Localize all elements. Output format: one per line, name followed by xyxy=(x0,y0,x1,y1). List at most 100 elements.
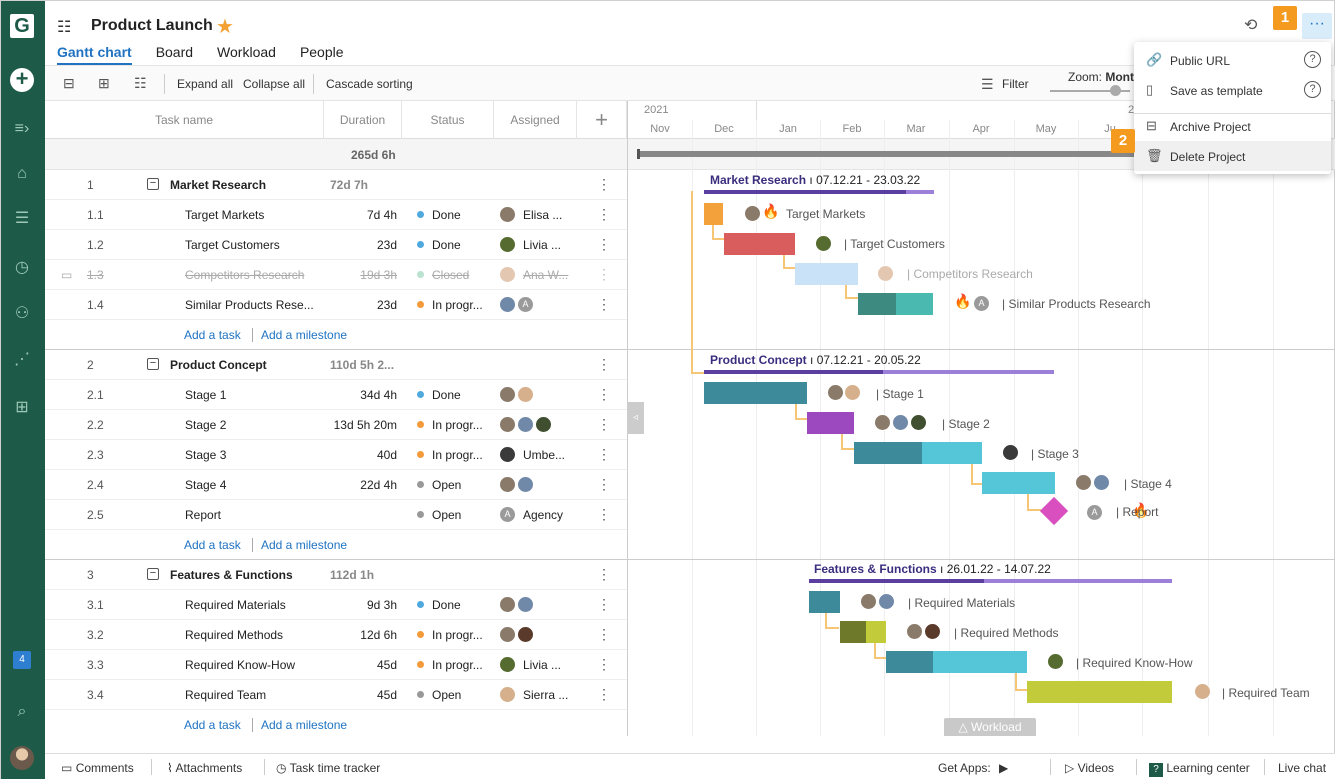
workload-panel-toggle[interactable]: △ Workload xyxy=(944,718,1036,736)
collapse-toggle-icon[interactable]: − xyxy=(147,568,159,580)
task-name[interactable]: Stage 4 xyxy=(185,478,227,492)
table-row[interactable]: 2.4 Stage 4 22d 4h Open ⋮ xyxy=(45,470,627,500)
table-row[interactable]: 3.3 Required Know-How 45d In progr... Li… xyxy=(45,650,627,680)
task-assignees[interactable] xyxy=(499,386,535,403)
task-duration[interactable]: 19d 3h xyxy=(360,268,397,282)
task-bar[interactable] xyxy=(933,651,1027,673)
task-assignees[interactable] xyxy=(499,476,535,493)
task-status[interactable]: Done xyxy=(417,238,461,252)
live-chat-button[interactable]: Live chat xyxy=(1278,761,1327,775)
task-status[interactable]: Closed xyxy=(417,268,469,282)
table-row[interactable]: ▭ 1.3 Competitors Research 19d 3h Closed… xyxy=(45,260,627,290)
expand-rail-icon[interactable]: ≡› xyxy=(14,120,30,137)
help-icon[interactable]: ? xyxy=(1304,51,1321,68)
task-duration[interactable]: 45d xyxy=(376,658,397,672)
group-row[interactable]: 2 − Product Concept 110d 5h 2... ⋮ xyxy=(45,350,627,380)
user-avatar[interactable] xyxy=(10,746,34,770)
tab-gantt-chart[interactable]: Gantt chart xyxy=(57,44,132,65)
task-name[interactable]: Target Markets xyxy=(185,208,265,222)
project-summary-bar[interactable] xyxy=(637,151,1177,157)
task-status[interactable]: Open xyxy=(417,508,461,522)
task-assignees[interactable]: A Agency xyxy=(499,506,575,523)
menu-item-save-template[interactable]: ▯ Save as template ? xyxy=(1134,75,1331,105)
task-status[interactable]: In progr... xyxy=(417,298,483,312)
help-icon[interactable]: ? xyxy=(1304,81,1321,98)
task-assignees[interactable] xyxy=(499,416,553,433)
grid-settings-icon[interactable]: ⊟ xyxy=(63,75,75,91)
table-row[interactable]: 1.1 Target Markets 7d 4h Done Elisa ... … xyxy=(45,200,627,230)
analytics-icon[interactable]: ⋰ xyxy=(14,351,30,368)
favorite-star-icon[interactable]: ★ xyxy=(216,16,234,38)
row-menu-icon[interactable]: ⋮ xyxy=(597,476,611,492)
task-bar[interactable] xyxy=(922,442,982,464)
row-menu-icon[interactable]: ⋮ xyxy=(597,596,611,612)
row-menu-icon[interactable]: ⋮ xyxy=(597,566,611,582)
table-row[interactable]: 2.1 Stage 1 34d 4h Done ⋮ xyxy=(45,380,627,410)
task-name[interactable]: Competitors Research xyxy=(185,268,305,282)
group-name[interactable]: Product Concept xyxy=(170,358,267,372)
filter-button[interactable]: Filter xyxy=(1002,77,1029,91)
collapse-grid-handle-icon[interactable]: ◃ xyxy=(627,402,644,434)
col-task-name[interactable]: Task name xyxy=(45,101,324,139)
collapse-toggle-icon[interactable]: − xyxy=(147,358,159,370)
table-row[interactable]: 3.1 Required Materials 9d 3h Done ⋮ xyxy=(45,590,627,620)
notifications-badge[interactable]: 4 xyxy=(13,651,31,669)
task-assignees[interactable]: Ana W... xyxy=(499,266,575,283)
home-icon[interactable]: ⌂ xyxy=(17,165,27,182)
task-status[interactable]: Done xyxy=(417,208,461,222)
tab-board[interactable]: Board xyxy=(155,44,194,60)
group-progress-bar[interactable] xyxy=(704,190,934,194)
people-icon[interactable]: ⚇ xyxy=(14,305,30,322)
group-name[interactable]: Market Research xyxy=(170,178,267,192)
task-bar[interactable] xyxy=(982,472,1055,494)
add-milestone-link[interactable]: Add a milestone xyxy=(261,538,348,552)
task-status[interactable]: Done xyxy=(417,388,461,402)
task-duration[interactable]: 13d 5h 20m xyxy=(333,418,397,432)
task-bar[interactable] xyxy=(724,233,795,255)
row-menu-icon[interactable]: ⋮ xyxy=(597,446,611,462)
task-duration[interactable]: 9d 3h xyxy=(366,598,397,612)
task-assignees[interactable] xyxy=(499,626,535,643)
expand-all-button[interactable]: Expand all xyxy=(177,77,234,91)
task-bar[interactable] xyxy=(866,621,886,643)
group-name[interactable]: Features & Functions xyxy=(170,568,293,582)
table-row[interactable]: 2.3 Stage 3 40d In progr... Umbe... ⋮ xyxy=(45,440,627,470)
group-row[interactable]: 1 − Market Research 72d 7h ⋮ xyxy=(45,170,627,200)
task-assignees[interactable]: Sierra ... xyxy=(499,686,575,703)
menu-item-public-url[interactable]: 🔗 Public URL ? xyxy=(1134,45,1331,75)
add-milestone-link[interactable]: Add a milestone xyxy=(261,328,348,342)
task-name[interactable]: Required Team xyxy=(185,688,267,702)
task-bar-progress[interactable] xyxy=(886,651,933,673)
videos-button[interactable]: ▷ Videos xyxy=(1065,761,1114,775)
comment-icon[interactable]: ▭ xyxy=(61,268,73,282)
table-row[interactable]: 3.2 Required Methods 12d 6h In progr... … xyxy=(45,620,627,650)
task-bar[interactable] xyxy=(795,263,858,285)
milestone-diamond[interactable] xyxy=(1039,496,1069,526)
attachments-button[interactable]: ⌇ Attachments xyxy=(167,761,242,775)
col-assigned[interactable]: Assigned xyxy=(494,101,577,139)
row-menu-icon[interactable]: ⋮ xyxy=(597,416,611,432)
table-row[interactable]: 1.4 Similar Products Rese... 23d In prog… xyxy=(45,290,627,320)
task-status[interactable]: Open xyxy=(417,478,461,492)
task-assignees[interactable]: Livia ... xyxy=(499,236,575,253)
row-menu-icon[interactable]: ⋮ xyxy=(597,356,611,372)
task-name[interactable]: Target Customers xyxy=(185,238,280,252)
tab-people[interactable]: People xyxy=(299,44,344,60)
comments-button[interactable]: ▭ Comments xyxy=(61,761,134,775)
time-tracker-button[interactable]: ◷ Task time tracker xyxy=(276,761,380,775)
row-menu-icon[interactable]: ⋮ xyxy=(597,386,611,402)
task-duration[interactable]: 7d 4h xyxy=(366,208,397,222)
task-duration[interactable]: 22d 4h xyxy=(360,478,397,492)
tab-workload[interactable]: Workload xyxy=(217,44,276,60)
task-status[interactable]: In progr... xyxy=(417,418,483,432)
add-task-link[interactable]: Add a task xyxy=(184,718,241,732)
learning-center-button[interactable]: ? Learning center xyxy=(1149,761,1250,777)
apps-grid-icon[interactable]: ⊞ xyxy=(15,399,29,416)
task-bar-progress[interactable] xyxy=(858,293,896,315)
table-row[interactable]: 2.2 Stage 2 13d 5h 20m In progr... ⋮ xyxy=(45,410,627,440)
columns-icon[interactable]: ⊞ xyxy=(98,75,110,91)
task-name[interactable]: Stage 1 xyxy=(185,388,227,402)
task-bar[interactable] xyxy=(809,591,840,613)
col-duration[interactable]: Duration xyxy=(324,101,402,139)
task-name[interactable]: Required Know-How xyxy=(185,658,296,672)
